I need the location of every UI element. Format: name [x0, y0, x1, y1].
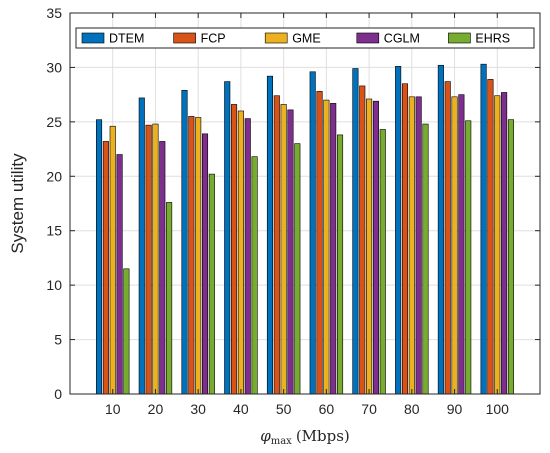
- x-axis-label-symbol: φ: [260, 427, 271, 445]
- x-tick-label: 40: [233, 401, 249, 417]
- bar-ehrs-10: [123, 268, 130, 395]
- legend-swatch-ehrs: [448, 32, 471, 44]
- bar-fcp-60: [316, 91, 323, 395]
- x-tick-label: 70: [361, 401, 377, 417]
- bar-fcp-30: [188, 116, 195, 395]
- legend: DTEM FCP GME CGLM EHRS: [75, 27, 535, 49]
- bar-cglm-50: [287, 109, 294, 395]
- legend-swatch-cglm: [356, 32, 380, 44]
- bar-fcp-80: [401, 83, 409, 395]
- bar-cglm-20: [159, 141, 166, 395]
- y-tick-label: 10: [46, 277, 62, 293]
- bar-fcp-70: [359, 85, 366, 395]
- bar-ehrs-60: [337, 134, 344, 395]
- bar-dtem-40: [224, 81, 231, 395]
- bar-cglm-80: [415, 96, 422, 395]
- bar-ehrs-100: [507, 119, 514, 395]
- bar-cglm-60: [330, 103, 337, 395]
- x-tick-label: 100: [486, 401, 510, 417]
- x-axis-ticks: 10 20 30 40 50 60 70 80 90 100: [105, 13, 509, 417]
- bar-gme-40: [237, 110, 244, 395]
- x-tick-label: 10: [105, 401, 121, 417]
- bar-gme-80: [408, 96, 415, 395]
- x-axis-label-unit: (Mbps): [296, 427, 350, 445]
- legend-swatch-gme: [264, 32, 288, 44]
- bar-cglm-30: [201, 133, 209, 395]
- y-axis-label: System utility: [8, 153, 27, 254]
- x-axis-label-subscript: max: [271, 436, 292, 447]
- bars-group: [96, 63, 514, 395]
- bar-ehrs-30: [208, 173, 215, 395]
- x-tick-label: 80: [404, 401, 420, 417]
- bar-dtem-100: [480, 63, 487, 395]
- bar-ehrs-40: [251, 156, 258, 395]
- bar-cglm-10: [116, 154, 123, 395]
- bar-gme-50: [280, 104, 287, 395]
- bar-cglm-70: [372, 100, 379, 395]
- bar-fcp-50: [273, 95, 280, 395]
- y-tick-label: 25: [46, 114, 62, 130]
- bar-gme-70: [366, 98, 373, 395]
- legend-label-gme: GME: [292, 32, 320, 46]
- bar-gme-20: [152, 123, 159, 395]
- legend-label-fcp: FCP: [201, 32, 226, 46]
- y-tick-label: 35: [46, 5, 62, 21]
- x-axis-label: φmax (Mbps): [260, 427, 350, 447]
- x-tick-label: 60: [319, 401, 335, 417]
- bar-dtem-30: [181, 89, 188, 395]
- bar-cglm-40: [244, 118, 251, 395]
- bar-fcp-100: [487, 79, 494, 395]
- bar-ehrs-70: [379, 129, 386, 395]
- bar-fcp-10: [102, 141, 109, 395]
- legend-swatch-fcp: [173, 32, 196, 44]
- bar-fcp-40: [231, 104, 238, 395]
- legend-label-cglm: CGLM: [384, 32, 420, 46]
- bar-dtem-10: [96, 119, 103, 395]
- bar-gme-90: [451, 96, 458, 395]
- y-tick-label: 5: [54, 332, 62, 348]
- plot-frame: [69, 12, 541, 395]
- bar-gme-100: [494, 95, 501, 395]
- bar-ehrs-90: [465, 120, 472, 395]
- y-tick-label: 20: [46, 168, 62, 184]
- x-tick-label: 30: [190, 401, 206, 417]
- x-tick-label: 50: [276, 401, 292, 417]
- bar-cglm-90: [458, 94, 465, 395]
- x-tick-label: 20: [148, 401, 164, 417]
- y-axis-ticks: 0 5 10 15 20 25 30 35: [46, 5, 540, 402]
- bar-gme-30: [195, 117, 202, 395]
- legend-label-dtem: DTEM: [109, 32, 144, 46]
- y-tick-label: 30: [46, 59, 62, 75]
- bar-gme-10: [109, 125, 116, 395]
- bar-dtem-90: [437, 64, 444, 395]
- legend-label-ehrs: EHRS: [475, 32, 510, 46]
- bar-dtem-50: [266, 75, 273, 395]
- bar-ehrs-20: [166, 202, 173, 395]
- bar-fcp-90: [444, 81, 451, 395]
- bar-dtem-80: [395, 66, 402, 395]
- bar-gme-60: [323, 99, 330, 395]
- bar-dtem-70: [352, 68, 359, 395]
- x-tick-label: 90: [447, 401, 463, 417]
- bar-ehrs-50: [294, 143, 301, 395]
- bar-ehrs-80: [422, 123, 429, 395]
- legend-swatch-dtem: [81, 32, 105, 44]
- bar-fcp-20: [145, 124, 152, 395]
- bar-dtem-20: [138, 97, 145, 395]
- bar-cglm-100: [501, 92, 508, 395]
- y-tick-label: 0: [54, 386, 62, 402]
- bar-dtem-60: [309, 71, 316, 395]
- y-tick-label: 15: [46, 223, 62, 239]
